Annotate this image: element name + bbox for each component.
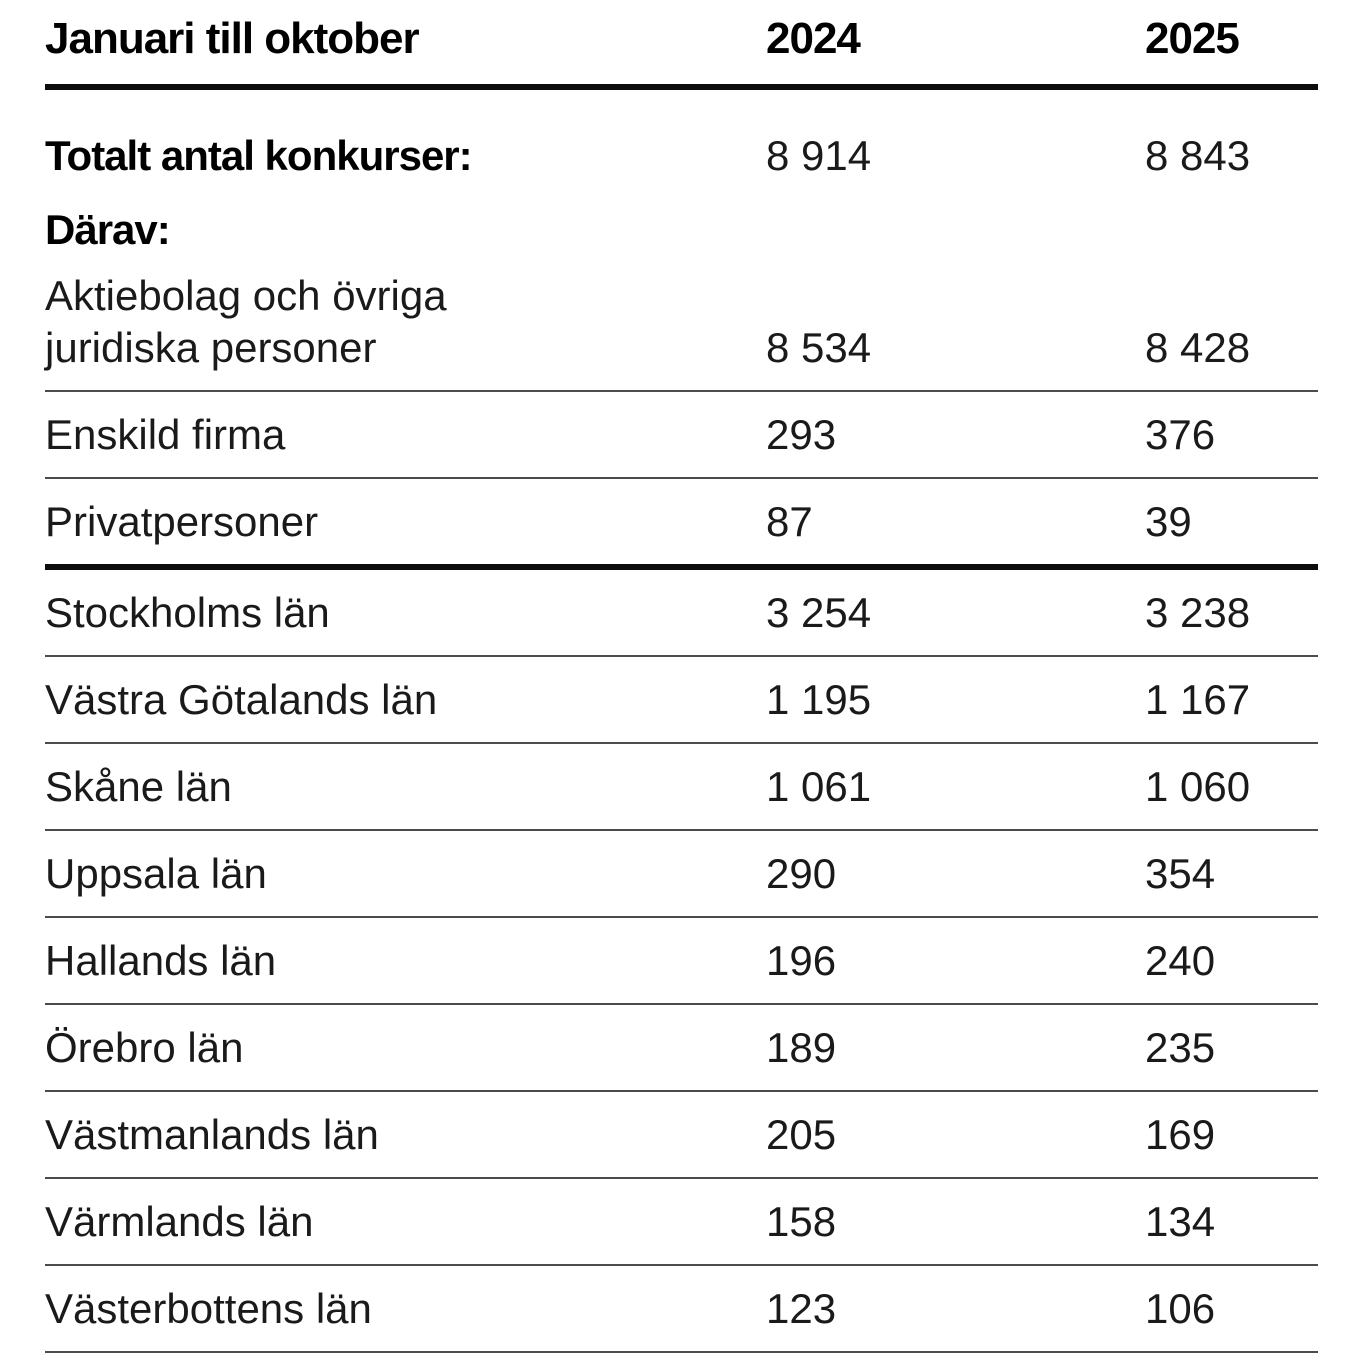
value-2025: 8 843 [1145,132,1251,179]
value-2024: 8 914 [766,132,872,179]
value-2024: 1 195 [766,676,872,723]
table-row-section-darav: Därav: [45,194,1318,270]
row-label: Uppsala län [45,850,267,897]
row-label: Skåne län [45,763,232,810]
column-header-2025: 2025 [1145,14,1240,63]
row-label-line2: juridiska personer [45,324,377,371]
table-row-aktiebolag: Aktiebolag och övriga juridiska personer… [45,270,1318,392]
value-2025: 1 167 [1145,676,1251,723]
value-2024: 87 [766,498,813,545]
value-2025: 1 060 [1145,763,1251,810]
row-label: Västerbottens län [45,1285,372,1332]
value-2025: 8 428 [1145,324,1251,371]
table-row-skane-lan: Skåne län 1 061 1 060 [45,744,1318,831]
value-2024: 1 061 [766,763,872,810]
value-2024: 290 [766,850,837,897]
row-label: Västra Götalands län [45,676,438,723]
table-row-vastra-gotalands-lan: Västra Götalands län 1 195 1 167 [45,657,1318,744]
column-header-2024: 2024 [766,14,861,63]
row-label: Stockholms län [45,589,330,636]
table-row-total: Totalt antal konkurser: 8 914 8 843 [45,90,1318,194]
table-row-hallands-lan: Hallands län 196 240 [45,918,1318,1005]
row-label-line1: Aktiebolag och övriga [45,272,447,319]
table-header-row: Januari till oktober 2024 2025 [45,0,1318,90]
value-2025: 39 [1145,498,1192,545]
value-2025: 106 [1145,1285,1216,1332]
table-row-enskild-firma: Enskild firma 293 376 [45,392,1318,479]
row-label: Totalt antal konkurser: [45,132,473,179]
table-row-orebro-lan: Örebro län 189 235 [45,1005,1318,1092]
row-label: Enskild firma [45,411,286,458]
row-label: Privatpersoner [45,498,319,545]
value-2025: 354 [1145,850,1216,897]
value-2025: 376 [1145,411,1216,458]
table-row-stockholms-lan: Stockholms län 3 254 3 238 [45,570,1318,657]
table-row-uppsala-lan: Uppsala län 290 354 [45,831,1318,918]
row-label: Västmanlands län [45,1111,379,1158]
value-2024: 205 [766,1111,837,1158]
row-label: Aktiebolag och övriga juridiska personer [45,270,766,374]
value-2025: 240 [1145,937,1216,984]
table-row-privatpersoner: Privatpersoner 87 39 [45,479,1318,570]
value-2024: 3 254 [766,589,872,636]
value-2025: 134 [1145,1198,1216,1245]
table-title: Januari till oktober [45,14,420,63]
value-2024: 196 [766,937,837,984]
value-2025: 3 238 [1145,589,1251,636]
row-label: Hallands län [45,937,277,984]
table-row-vasterbottens-lan: Västerbottens län 123 106 [45,1266,1318,1353]
value-2024: 293 [766,411,837,458]
table-row-varmlands-lan: Värmlands län 158 134 [45,1179,1318,1266]
row-label: Örebro län [45,1024,244,1071]
value-2024: 8 534 [766,324,872,371]
value-2024: 189 [766,1024,837,1071]
value-2024: 123 [766,1285,837,1332]
value-2024: 158 [766,1198,837,1245]
value-2025: 169 [1145,1111,1216,1158]
section-label: Därav: [45,206,171,253]
table-row-vastmanlands-lan: Västmanlands län 205 169 [45,1092,1318,1179]
value-2025: 235 [1145,1024,1216,1071]
row-label: Värmlands län [45,1198,314,1245]
